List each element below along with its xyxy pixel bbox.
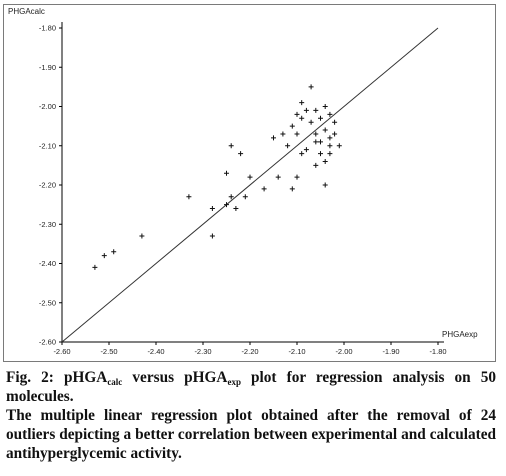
data-point (111, 249, 117, 255)
data-point (313, 139, 319, 145)
data-point (228, 194, 234, 200)
figure-caption: Fig. 2: pHGAcalc versus pHGAexp plot for… (6, 368, 496, 463)
x-tick-label: -2.10 (288, 347, 305, 356)
data-point (303, 107, 309, 113)
data-point (233, 206, 239, 212)
caption-fig-label: Fig. 2: pHGA (6, 369, 108, 386)
x-tick-label: -1.80 (429, 347, 446, 356)
data-point (271, 135, 276, 141)
y-tick-label: -2.30 (39, 220, 56, 229)
data-point (242, 194, 248, 200)
tick-labels: -2.60 -2.50 -2.40 -2.30 -2.20 -2.10 -2.00 -1.90… (8, 7, 478, 356)
caption-rest: plot for regression analysis on 50 molec… (6, 369, 497, 405)
y-tick-label: -2.10 (39, 141, 56, 150)
data-point (275, 174, 281, 180)
data-point (327, 143, 333, 149)
x-tick-label: -2.20 (241, 347, 258, 356)
y-tick-label: -2.50 (39, 298, 56, 307)
data-point (299, 151, 305, 157)
data-point (289, 186, 295, 192)
data-point (318, 115, 323, 121)
data-point (92, 264, 98, 270)
data-point (327, 151, 333, 157)
data-point (139, 233, 145, 239)
data-point (186, 194, 192, 200)
caption-description: The multiple linear regression plot obta… (6, 407, 496, 462)
y-axis-title: PHGAcalc (8, 7, 45, 16)
x-tick-label: -2.60 (53, 347, 70, 356)
chart-frame (3, 4, 496, 362)
caption-versus: versus pHGA (122, 369, 228, 386)
y-tick-label: -2.00 (39, 102, 56, 111)
y-tick-label: -2.40 (39, 259, 56, 268)
y-tick-label: -1.80 (39, 24, 56, 33)
data-point (224, 202, 229, 208)
data-point (308, 84, 314, 90)
data-point (327, 135, 333, 141)
y-tick-label: -1.90 (39, 63, 56, 72)
data-point (322, 104, 328, 109)
data-point (280, 131, 286, 137)
data-point (299, 115, 305, 121)
y-tick-label: -2.20 (39, 181, 56, 190)
data-point (294, 131, 300, 137)
data-point (285, 143, 291, 149)
data-point (303, 147, 309, 153)
data-point (322, 127, 328, 133)
x-tick-label: -2.00 (335, 347, 352, 356)
data-point (224, 170, 229, 176)
data-point (332, 119, 338, 125)
data-point (101, 253, 107, 259)
data-point (299, 100, 305, 106)
regression-line (61, 27, 439, 343)
data-point (322, 182, 328, 188)
x-tick-label: -2.30 (194, 347, 211, 356)
data-point (313, 162, 319, 168)
caption-sub-calc: calc (107, 377, 123, 387)
data-point (318, 139, 323, 145)
data-point (318, 151, 323, 157)
data-point (294, 111, 300, 117)
x-tick-label: -2.50 (100, 347, 117, 356)
scatter-chart: -2.60 -2.50 -2.40 -2.30 -2.20 -2.10 -2.00 -1.90… (8, 7, 478, 356)
data-point (336, 143, 342, 149)
data-point (332, 131, 338, 137)
data-point (209, 206, 215, 212)
data-point (261, 186, 267, 192)
data-point (238, 151, 244, 157)
x-tick-label: -1.90 (382, 347, 399, 356)
data-point (322, 158, 328, 164)
data-point (327, 111, 333, 117)
x-axis-title: PHGAexp (442, 330, 478, 339)
data-point (228, 143, 234, 149)
data-point (308, 119, 314, 125)
data-point (289, 123, 295, 129)
data-point (209, 233, 215, 239)
caption-sub-exp: exp (227, 377, 241, 387)
data-points (92, 84, 342, 270)
data-point (313, 131, 319, 137)
data-point (294, 174, 300, 180)
caption-title: Fig. 2: pHGAcalc versus pHGAexp plot for… (6, 368, 496, 406)
y-tick-label: -2.60 (39, 338, 56, 347)
axes (59, 22, 444, 345)
data-point (247, 174, 253, 180)
regression-line-layer (61, 27, 439, 343)
x-tick-label: -2.40 (147, 347, 164, 356)
data-point (313, 107, 319, 113)
